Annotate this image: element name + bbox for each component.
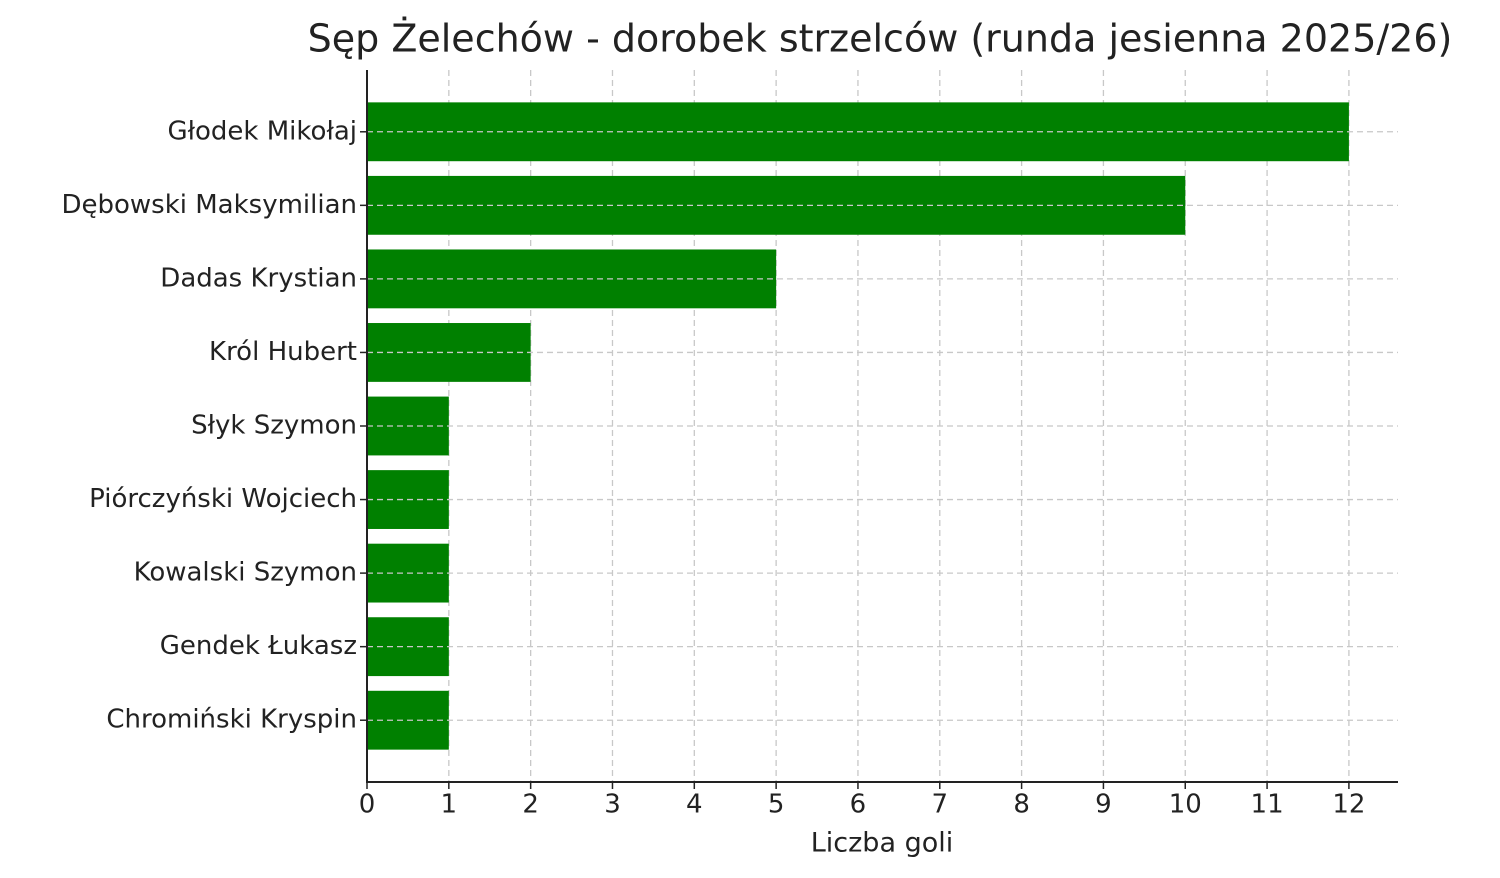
y-tick-label: Kowalski Szymon	[134, 558, 357, 588]
x-tick-label: 7	[932, 790, 949, 820]
x-tick-label: 10	[1169, 790, 1202, 820]
x-tick-label: 5	[768, 790, 785, 820]
x-axis-label: Liczba goli	[811, 828, 954, 859]
y-tick-label: Piórczyński Wojciech	[89, 484, 357, 514]
y-tick-label: Dębowski Maksymilian	[61, 190, 357, 220]
x-tick-label: 2	[522, 790, 539, 820]
y-tick-label: Gendek Łukasz	[160, 631, 357, 661]
y-tick-label: Chromiński Kryspin	[106, 705, 357, 735]
x-tick-label: 6	[850, 790, 867, 820]
y-tick-label: Dadas Krystian	[160, 263, 357, 293]
x-tick-label: 12	[1332, 790, 1365, 820]
x-tick-label: 3	[604, 790, 621, 820]
chart-title: Sęp Żelechów - dorobek strzelców (runda …	[308, 17, 1453, 61]
y-tick-label: Król Hubert	[209, 337, 357, 367]
x-tick-label: 8	[1013, 790, 1030, 820]
x-tick-label: 9	[1095, 790, 1112, 820]
grid	[367, 131, 1398, 721]
x-tick-label: 0	[359, 790, 376, 820]
y-tick-label: Słyk Szymon	[191, 411, 357, 441]
x-tick-label: 1	[441, 790, 458, 820]
y-tick-label: Głodek Mikołaj	[167, 116, 357, 146]
x-tick-label: 4	[686, 790, 703, 820]
x-tick-label: 11	[1251, 790, 1284, 820]
